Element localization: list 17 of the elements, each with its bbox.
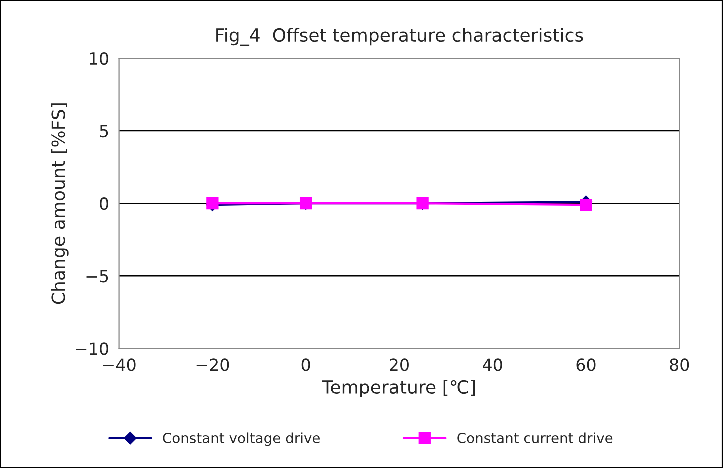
x-tick-label: 60 [576,358,596,372]
y-tick-label: −10 [76,342,108,356]
x-tick-label: 80 [670,358,690,372]
chart-title: Fig_4 Offset temperature characteristics [216,28,584,46]
y-tick-label: 0 [100,198,108,210]
y-tick-label: −5 [86,270,108,283]
x-tick-label: 40 [483,358,502,372]
legend-label: Constant voltage drive [163,432,320,446]
legend-label: Constant current drive [458,432,613,444]
x-axis-title: Temperature [℃] [322,380,476,398]
y-axis-title: Change amount [%FS] [51,104,69,304]
x-tick-label: 20 [390,358,409,372]
x-tick-label: 0 [302,358,310,372]
x-tick-label: −40 [103,358,136,372]
y-tick-label: 10 [90,52,108,66]
x-tick-label: −20 [196,358,230,372]
y-tick-label: 5 [100,125,108,138]
